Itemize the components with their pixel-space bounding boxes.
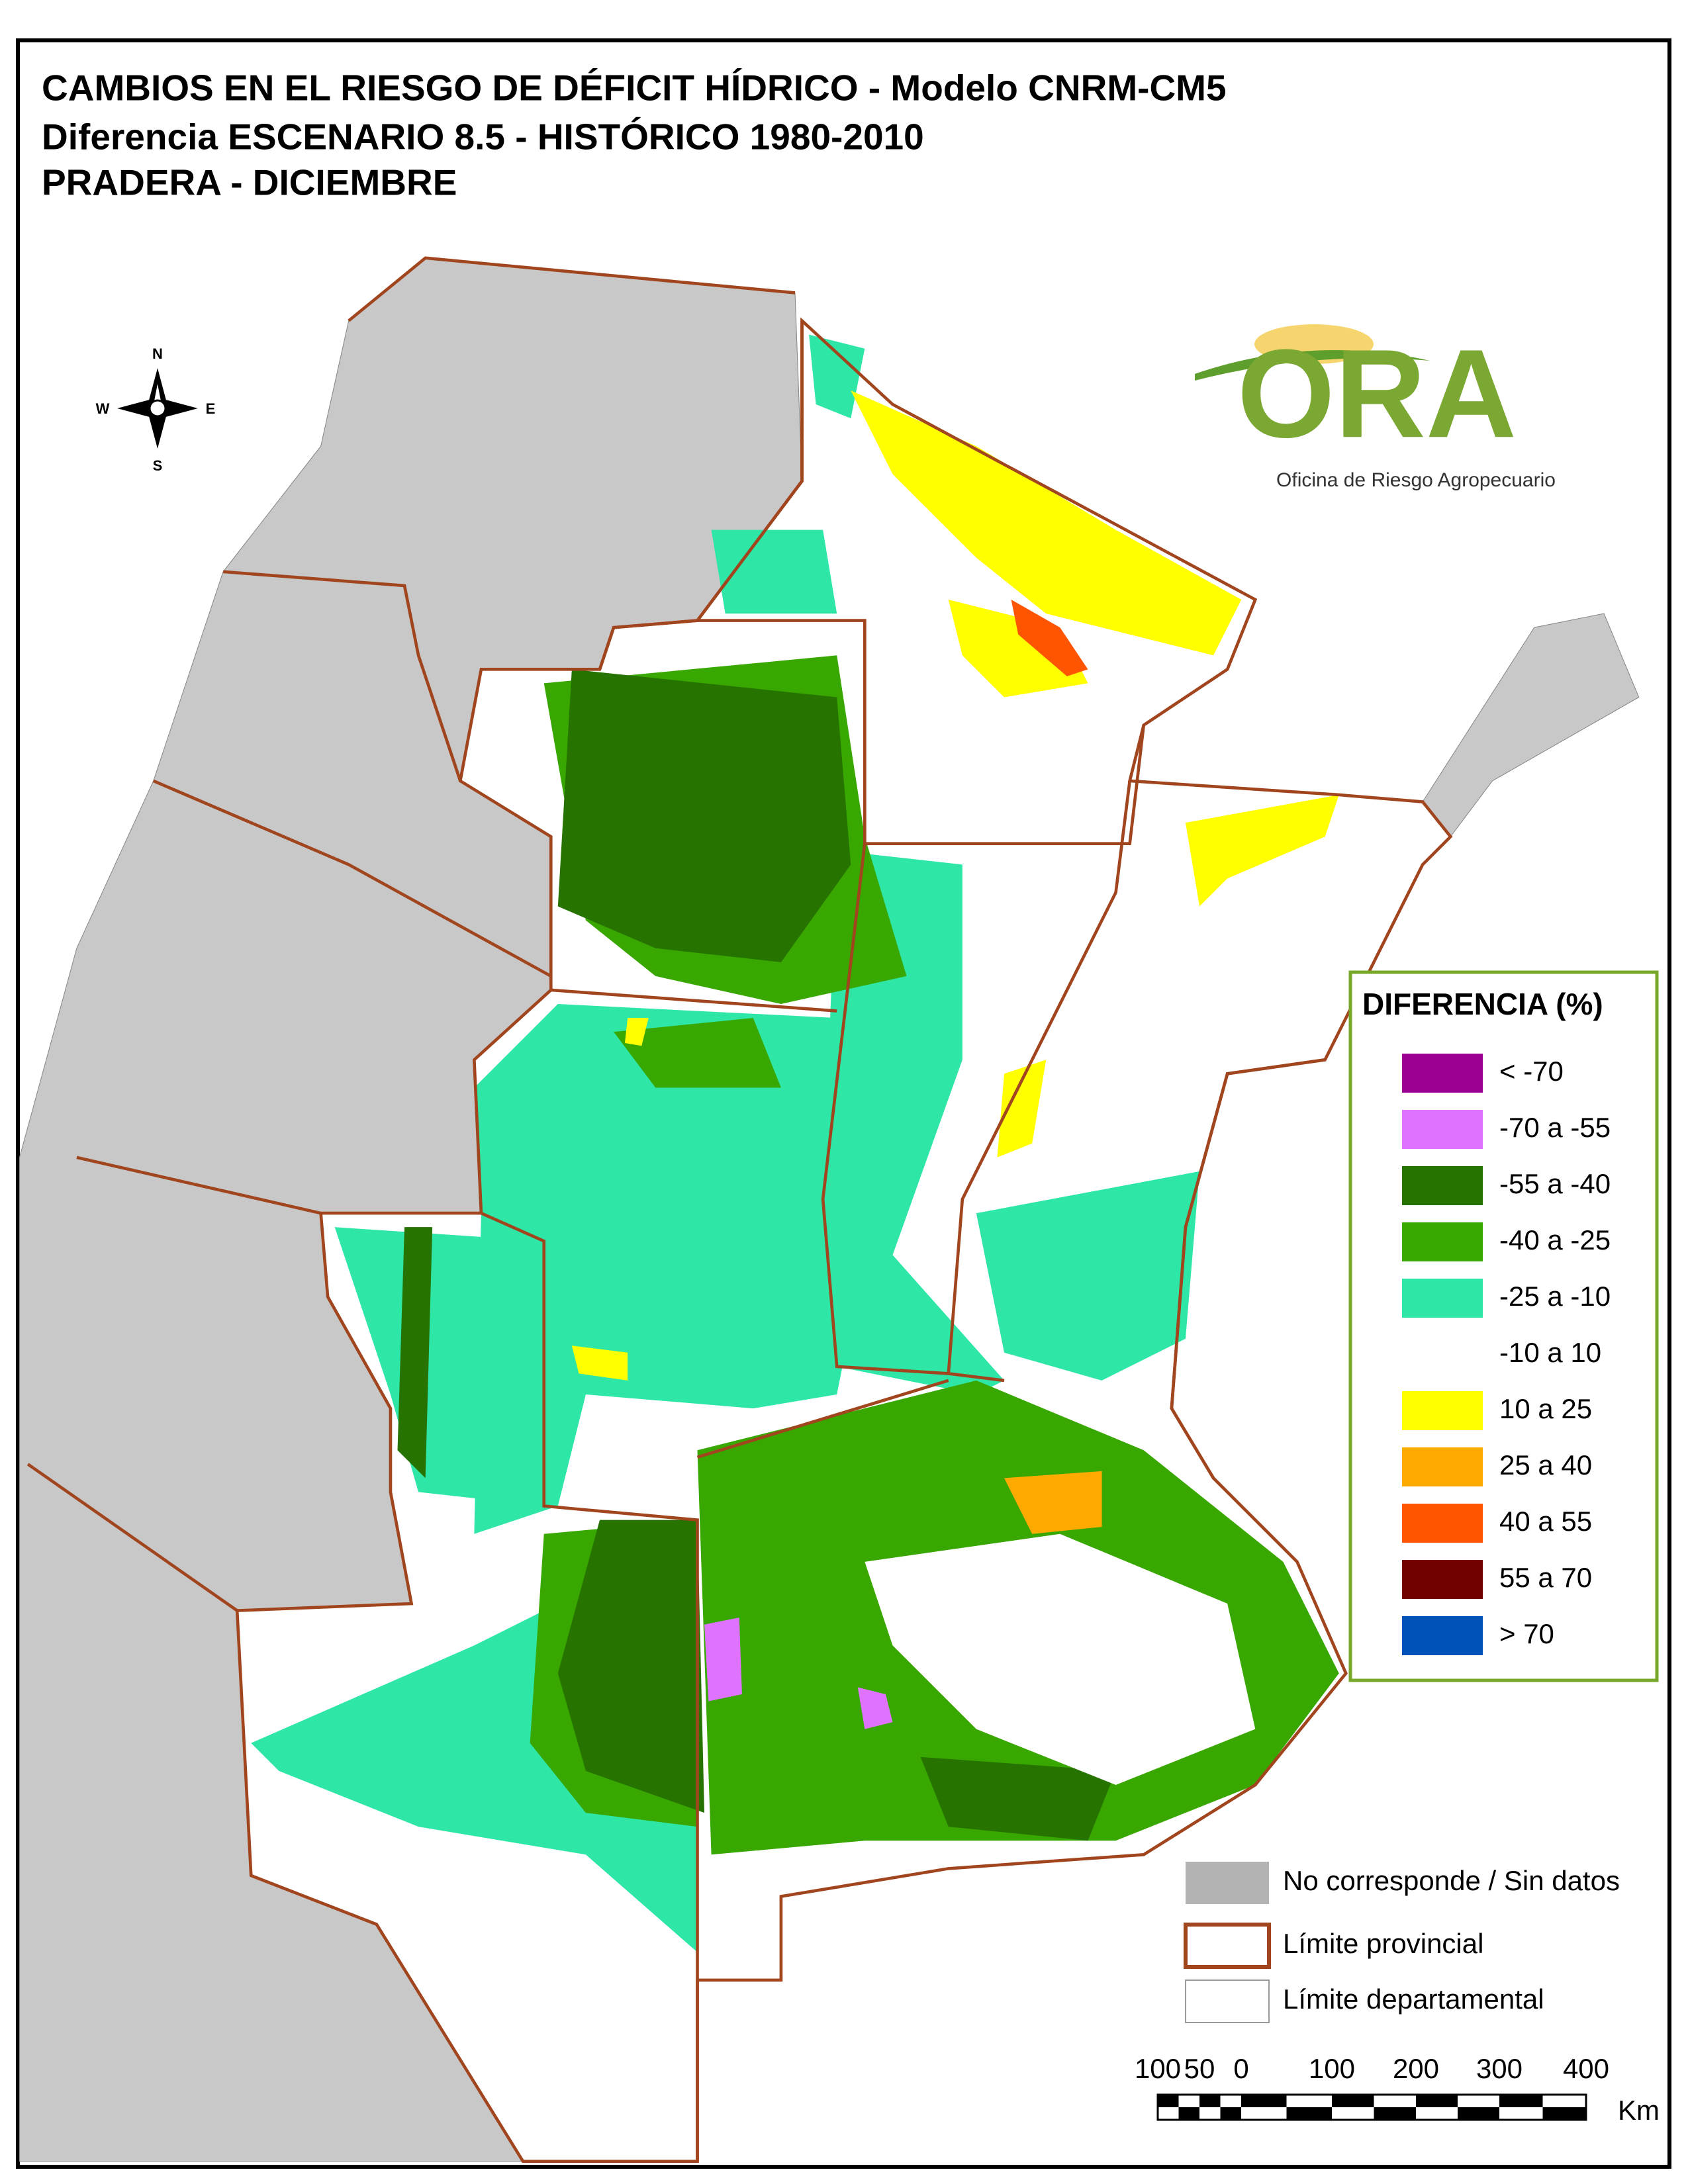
reference-swatch xyxy=(1185,1979,1270,2023)
scale-label: 300 xyxy=(1476,2053,1523,2084)
risk-zone xyxy=(1011,600,1088,676)
scale-segment xyxy=(1416,2095,1458,2107)
risk-zone xyxy=(809,334,865,419)
legend-swatch xyxy=(1402,1279,1483,1318)
legend-swatch xyxy=(1402,1447,1483,1486)
risk-zone xyxy=(1004,1471,1102,1534)
risk-zone xyxy=(334,1227,544,1506)
legend-swatch xyxy=(1402,1504,1483,1543)
scale-label: 0 xyxy=(1233,2053,1248,2084)
scale-segment xyxy=(1499,2095,1543,2107)
risk-zone xyxy=(823,850,1005,1394)
scale-label: 400 xyxy=(1563,2053,1609,2084)
reference-swatch xyxy=(1186,1862,1269,1904)
legend-swatch xyxy=(1402,1054,1483,1093)
legend-label: -70 a -55 xyxy=(1499,1112,1611,1143)
risk-zone xyxy=(397,1227,433,1479)
scale-segment xyxy=(1458,2107,1499,2120)
risk-zone xyxy=(474,1004,865,1534)
scale-segment xyxy=(1542,2107,1586,2120)
risk-zone xyxy=(557,669,851,962)
legend-label: -10 a 10 xyxy=(1499,1337,1601,1368)
legend-label: < -70 xyxy=(1499,1056,1564,1087)
legend-swatch xyxy=(1402,1110,1483,1149)
risk-zone xyxy=(857,1687,893,1729)
legend-label: -40 a -25 xyxy=(1499,1224,1611,1255)
risk-zone xyxy=(865,1533,1256,1785)
title-line: PRADERA - DICIEMBRE xyxy=(42,162,457,203)
risk-zone xyxy=(557,1520,705,1813)
reference-legend: No corresponde / Sin datos Límite provinc… xyxy=(1184,1862,1620,2023)
legend-swatch xyxy=(1402,1222,1483,1261)
scale-label: 200 xyxy=(1393,2053,1439,2084)
compass-label: S xyxy=(153,457,163,474)
risk-zone xyxy=(571,1345,628,1381)
risk-zone xyxy=(920,1756,1116,1841)
legend-label: > 70 xyxy=(1499,1618,1554,1649)
logo-subtitle: Oficina de Riesgo Agropecuario xyxy=(1276,469,1556,491)
risk-zone xyxy=(711,529,837,614)
scale-bar: Km 100 50 0 100 200 300 400 xyxy=(1135,2053,1660,2126)
reference-label: Límite departamental xyxy=(1283,1983,1544,2015)
scale-segment xyxy=(1241,2095,1287,2107)
legend-label: -25 a -10 xyxy=(1499,1281,1611,1312)
legend-label: 55 a 70 xyxy=(1499,1562,1592,1593)
scale-unit: Km xyxy=(1618,2095,1660,2126)
reference-label: No corresponde / Sin datos xyxy=(1283,1865,1620,1896)
scale-segment xyxy=(1220,2107,1241,2120)
legend-swatch xyxy=(1402,1391,1483,1430)
logo-text: ORA xyxy=(1237,324,1517,464)
legend-title: DIFERENCIA (%) xyxy=(1362,987,1603,1021)
risk-zone xyxy=(948,600,1088,698)
reference-label: Límite provincial xyxy=(1283,1928,1483,1959)
risk-zone xyxy=(624,1018,649,1046)
legend: DIFERENCIA (%) < -70 -70 a -55 -55 a -40 -4… xyxy=(1348,970,1659,1682)
logo: ORA Oficina de Riesgo Agropecuario xyxy=(1195,324,1556,491)
compass: N S E W xyxy=(96,345,216,474)
risk-zone xyxy=(851,390,1242,656)
risk-zone xyxy=(1185,794,1339,907)
scale-label: 100 xyxy=(1135,2053,1181,2084)
title-line: CAMBIOS EN EL RIESGO DE DÉFICIT HÍDRICO … xyxy=(42,68,1227,109)
compass-label: E xyxy=(206,400,216,417)
risk-zone xyxy=(614,1018,781,1088)
risk-zone xyxy=(997,1060,1047,1158)
reference-swatch xyxy=(1184,1923,1271,1969)
legend-swatch xyxy=(1402,1335,1483,1374)
legend-label: 40 a 55 xyxy=(1499,1506,1592,1537)
risk-zone xyxy=(704,1617,742,1702)
legend-label: 25 a 40 xyxy=(1499,1449,1592,1480)
scale-segment xyxy=(1374,2107,1416,2120)
scale-segment xyxy=(1286,2107,1332,2120)
legend-swatch xyxy=(1402,1616,1483,1655)
risk-zone xyxy=(976,1171,1200,1381)
scale-segment xyxy=(1332,2095,1374,2107)
legend-box xyxy=(1348,970,1659,1682)
scale-label: 100 xyxy=(1309,2053,1355,2084)
title-line: Diferencia ESCENARIO 8.5 - HISTÓRICO 198… xyxy=(42,116,924,158)
compass-label: W xyxy=(96,400,110,417)
scale-label: 50 xyxy=(1184,2053,1215,2084)
legend-swatch xyxy=(1402,1560,1483,1599)
legend-label: 10 a 25 xyxy=(1499,1393,1592,1424)
map xyxy=(19,256,1640,2163)
scale-segment xyxy=(1178,2107,1199,2120)
legend-swatch xyxy=(1402,1166,1483,1205)
compass-label: N xyxy=(152,345,163,362)
legend-label: -55 a -40 xyxy=(1499,1168,1611,1199)
scale-segment xyxy=(1158,2095,1179,2107)
province-borders xyxy=(26,256,1453,2163)
scale-segment xyxy=(1199,2095,1221,2107)
